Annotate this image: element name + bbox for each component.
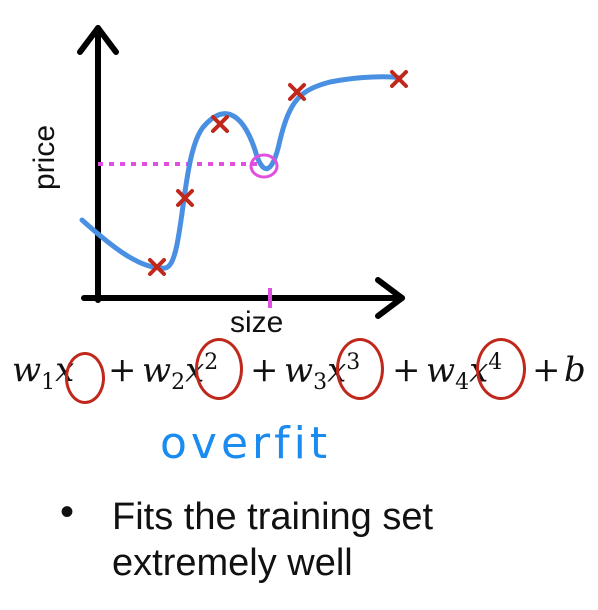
x-axis-arrowhead — [375, 277, 405, 319]
weight-4: w — [426, 350, 456, 391]
plus-3: + — [392, 350, 421, 390]
data-point-marker — [148, 258, 166, 276]
bias: b — [564, 350, 586, 390]
fit-curve — [79, 74, 403, 271]
plus-4: + — [532, 350, 561, 390]
feature-3-circle — [336, 338, 384, 400]
weight-3-subscript: 3 — [313, 370, 328, 396]
bullet-symbol: • — [60, 490, 75, 534]
plus-2: + — [250, 350, 279, 390]
plot-area — [77, 25, 408, 319]
weight-2: w — [142, 350, 172, 391]
prediction-circle — [249, 153, 279, 179]
x-axis-label: size — [230, 306, 284, 339]
weight-1-subscript: 1 — [41, 369, 56, 395]
data-point-marker — [176, 189, 194, 207]
model-formula: w1x + w2x2 + w3x3 + w4x4 + b — [12, 340, 592, 410]
feature-1-circle — [65, 352, 105, 404]
y-axis-label: price — [28, 124, 61, 190]
weight-2-subscript: 2 — [171, 370, 186, 396]
overfit-annotation: overfit — [160, 418, 332, 469]
bullet-text: Fits the training set extremely well — [112, 496, 434, 584]
data-point-marker — [390, 70, 408, 88]
data-point-marker — [211, 115, 229, 133]
feature-4-circle — [476, 338, 526, 400]
weight-1: w — [12, 350, 42, 390]
weight-4-subscript: 4 — [455, 370, 470, 396]
y-axis-arrowhead — [77, 25, 119, 55]
plus-1: + — [108, 350, 137, 390]
data-point-marker — [288, 83, 306, 101]
feature-2-circle — [195, 338, 243, 400]
weight-3: w — [284, 350, 314, 391]
